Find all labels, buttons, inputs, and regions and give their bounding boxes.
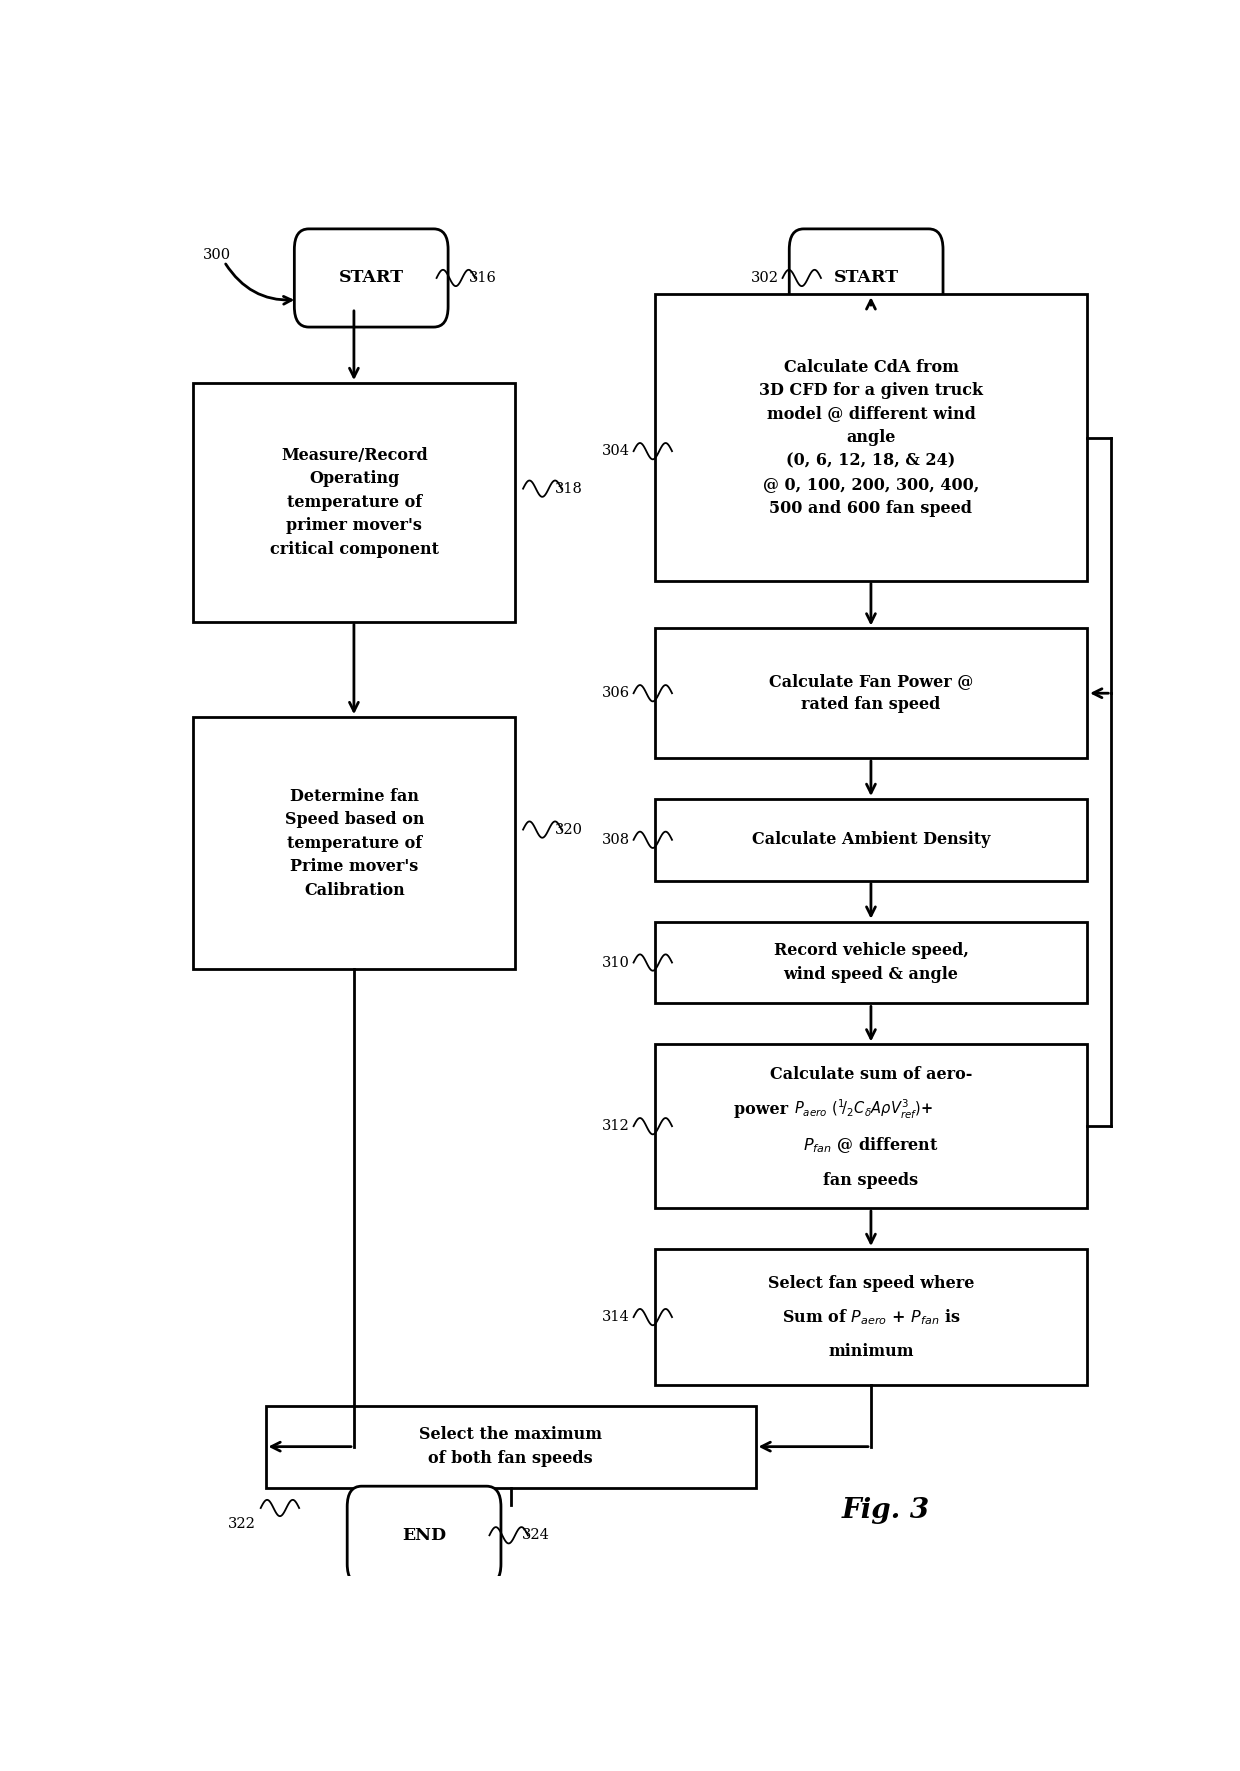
Text: 320: 320 xyxy=(556,822,583,836)
Text: Select fan speed where: Select fan speed where xyxy=(768,1275,975,1291)
FancyBboxPatch shape xyxy=(655,294,1087,581)
Text: 324: 324 xyxy=(522,1528,549,1543)
Text: Record vehicle speed,
wind speed & angle: Record vehicle speed, wind speed & angle xyxy=(774,942,968,983)
FancyBboxPatch shape xyxy=(193,383,516,622)
FancyBboxPatch shape xyxy=(347,1486,501,1585)
Text: $P_{fan}$ @ different: $P_{fan}$ @ different xyxy=(804,1135,939,1155)
FancyBboxPatch shape xyxy=(655,921,1087,1004)
Text: Determine fan
Speed based on
temperature of
Prime mover's
Calibration: Determine fan Speed based on temperature… xyxy=(285,788,424,898)
Text: power: power xyxy=(734,1102,794,1118)
Text: minimum: minimum xyxy=(828,1342,914,1360)
Text: Calculate sum of aero-: Calculate sum of aero- xyxy=(770,1066,972,1082)
Text: 306: 306 xyxy=(601,685,630,700)
Text: Calculate Fan Power @
rated fan speed: Calculate Fan Power @ rated fan speed xyxy=(769,673,973,714)
Text: 308: 308 xyxy=(601,832,630,847)
Text: Calculate Ambient Density: Calculate Ambient Density xyxy=(751,831,990,848)
Text: 318: 318 xyxy=(556,482,583,496)
Text: 316: 316 xyxy=(469,271,497,285)
Text: START: START xyxy=(339,269,404,287)
Text: 314: 314 xyxy=(601,1311,630,1325)
Text: Fig. 3: Fig. 3 xyxy=(841,1496,930,1525)
FancyBboxPatch shape xyxy=(789,228,944,328)
FancyBboxPatch shape xyxy=(655,1045,1087,1208)
FancyBboxPatch shape xyxy=(193,717,516,969)
Text: Measure/Record
Operating
temperature of
primer mover's
critical component: Measure/Record Operating temperature of … xyxy=(270,446,439,558)
Text: $P_{aero}$ $(^1\!/_2 C_\delta A\rho V_{ref}^3)$+: $P_{aero}$ $(^1\!/_2 C_\delta A\rho V_{r… xyxy=(794,1098,932,1121)
FancyBboxPatch shape xyxy=(655,629,1087,758)
Text: START: START xyxy=(833,269,899,287)
FancyBboxPatch shape xyxy=(294,228,448,328)
FancyBboxPatch shape xyxy=(265,1406,755,1488)
Text: 312: 312 xyxy=(601,1119,630,1133)
Text: 310: 310 xyxy=(601,956,630,969)
Text: 300: 300 xyxy=(203,248,231,262)
FancyBboxPatch shape xyxy=(655,1249,1087,1385)
FancyBboxPatch shape xyxy=(655,799,1087,880)
Text: 304: 304 xyxy=(601,445,630,459)
Text: Calculate CdA from
3D CFD for a given truck
model @ different wind
angle
(0, 6, : Calculate CdA from 3D CFD for a given tr… xyxy=(759,358,983,517)
Text: 302: 302 xyxy=(751,271,779,285)
Text: 322: 322 xyxy=(228,1518,255,1532)
Text: Sum of $P_{aero}$ + $P_{fan}$ is: Sum of $P_{aero}$ + $P_{fan}$ is xyxy=(781,1307,960,1326)
Text: fan speeds: fan speeds xyxy=(823,1172,919,1188)
Text: Select the maximum
of both fan speeds: Select the maximum of both fan speeds xyxy=(419,1426,603,1466)
Text: END: END xyxy=(402,1527,446,1544)
